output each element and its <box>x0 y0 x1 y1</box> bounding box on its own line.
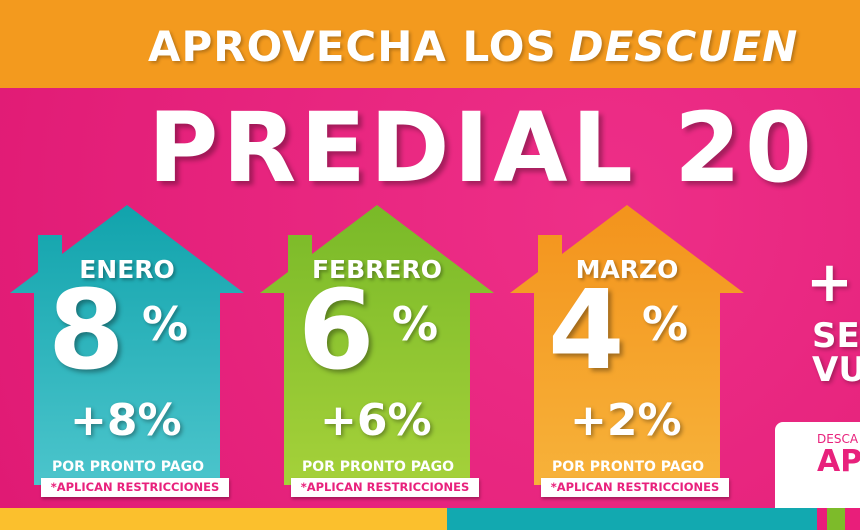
month-label: FEBRERO <box>311 255 443 284</box>
discount-value: 6 <box>298 266 375 394</box>
bottom-strip-green <box>827 508 845 530</box>
right-line-1: SE <box>812 316 860 356</box>
headline-emphasis: DESCUEN <box>568 22 799 71</box>
pronto-pago-label: POR PRONTO PAGO <box>51 459 204 475</box>
extra-discount: +6% <box>320 395 432 446</box>
bottom-strip-teal <box>447 508 817 530</box>
right-plus: + <box>806 250 853 315</box>
top-banner: APROVECHA LOS DESCUEN <box>0 0 860 88</box>
card-small-text: DESCA <box>817 432 859 446</box>
house-shape-icon <box>10 205 244 485</box>
month-label: ENERO <box>79 255 175 284</box>
restrictions-label: *APLICAN RESTRICCIONES <box>291 478 479 497</box>
house-shape-icon <box>510 205 744 485</box>
percent-sign: % <box>142 297 189 351</box>
pronto-pago-label: POR PRONTO PAGO <box>301 459 454 475</box>
house-marzo: MARZO 4 % +2% POR PRONTO PAGO *APLICAN R… <box>510 205 744 497</box>
discount-value: 8 <box>48 266 125 394</box>
promo-card: DESCA AP <box>775 422 860 522</box>
percent-sign: % <box>392 297 439 351</box>
extra-discount: +8% <box>70 395 182 446</box>
right-line-2: VU <box>812 350 860 390</box>
percent-sign: % <box>642 297 689 351</box>
restrictions-label: *APLICAN RESTRICCIONES <box>541 478 729 497</box>
house-enero: ENERO 8 % +8% POR PRONTO PAGO *APLICAN R… <box>10 205 244 497</box>
card-big-text: AP <box>817 444 860 479</box>
house-shape-icon <box>260 205 494 485</box>
discount-value: 4 <box>548 266 625 394</box>
predial-title: PREDIAL 20 <box>148 92 816 204</box>
pronto-pago-label: POR PRONTO PAGO <box>551 459 704 475</box>
extra-discount: +2% <box>570 395 682 446</box>
headline-lead: APROVECHA LOS <box>148 22 557 71</box>
bottom-strip-yellow <box>0 508 447 530</box>
house-febrero: FEBRERO 6 % +6% POR PRONTO PAGO *APLICAN… <box>260 205 494 497</box>
restrictions-label: *APLICAN RESTRICCIONES <box>41 478 229 497</box>
bottom-strip-pink-2 <box>845 508 860 530</box>
headline: APROVECHA LOS DESCUEN <box>148 22 798 71</box>
month-label: MARZO <box>575 255 679 284</box>
bottom-strip-pink <box>817 508 827 530</box>
